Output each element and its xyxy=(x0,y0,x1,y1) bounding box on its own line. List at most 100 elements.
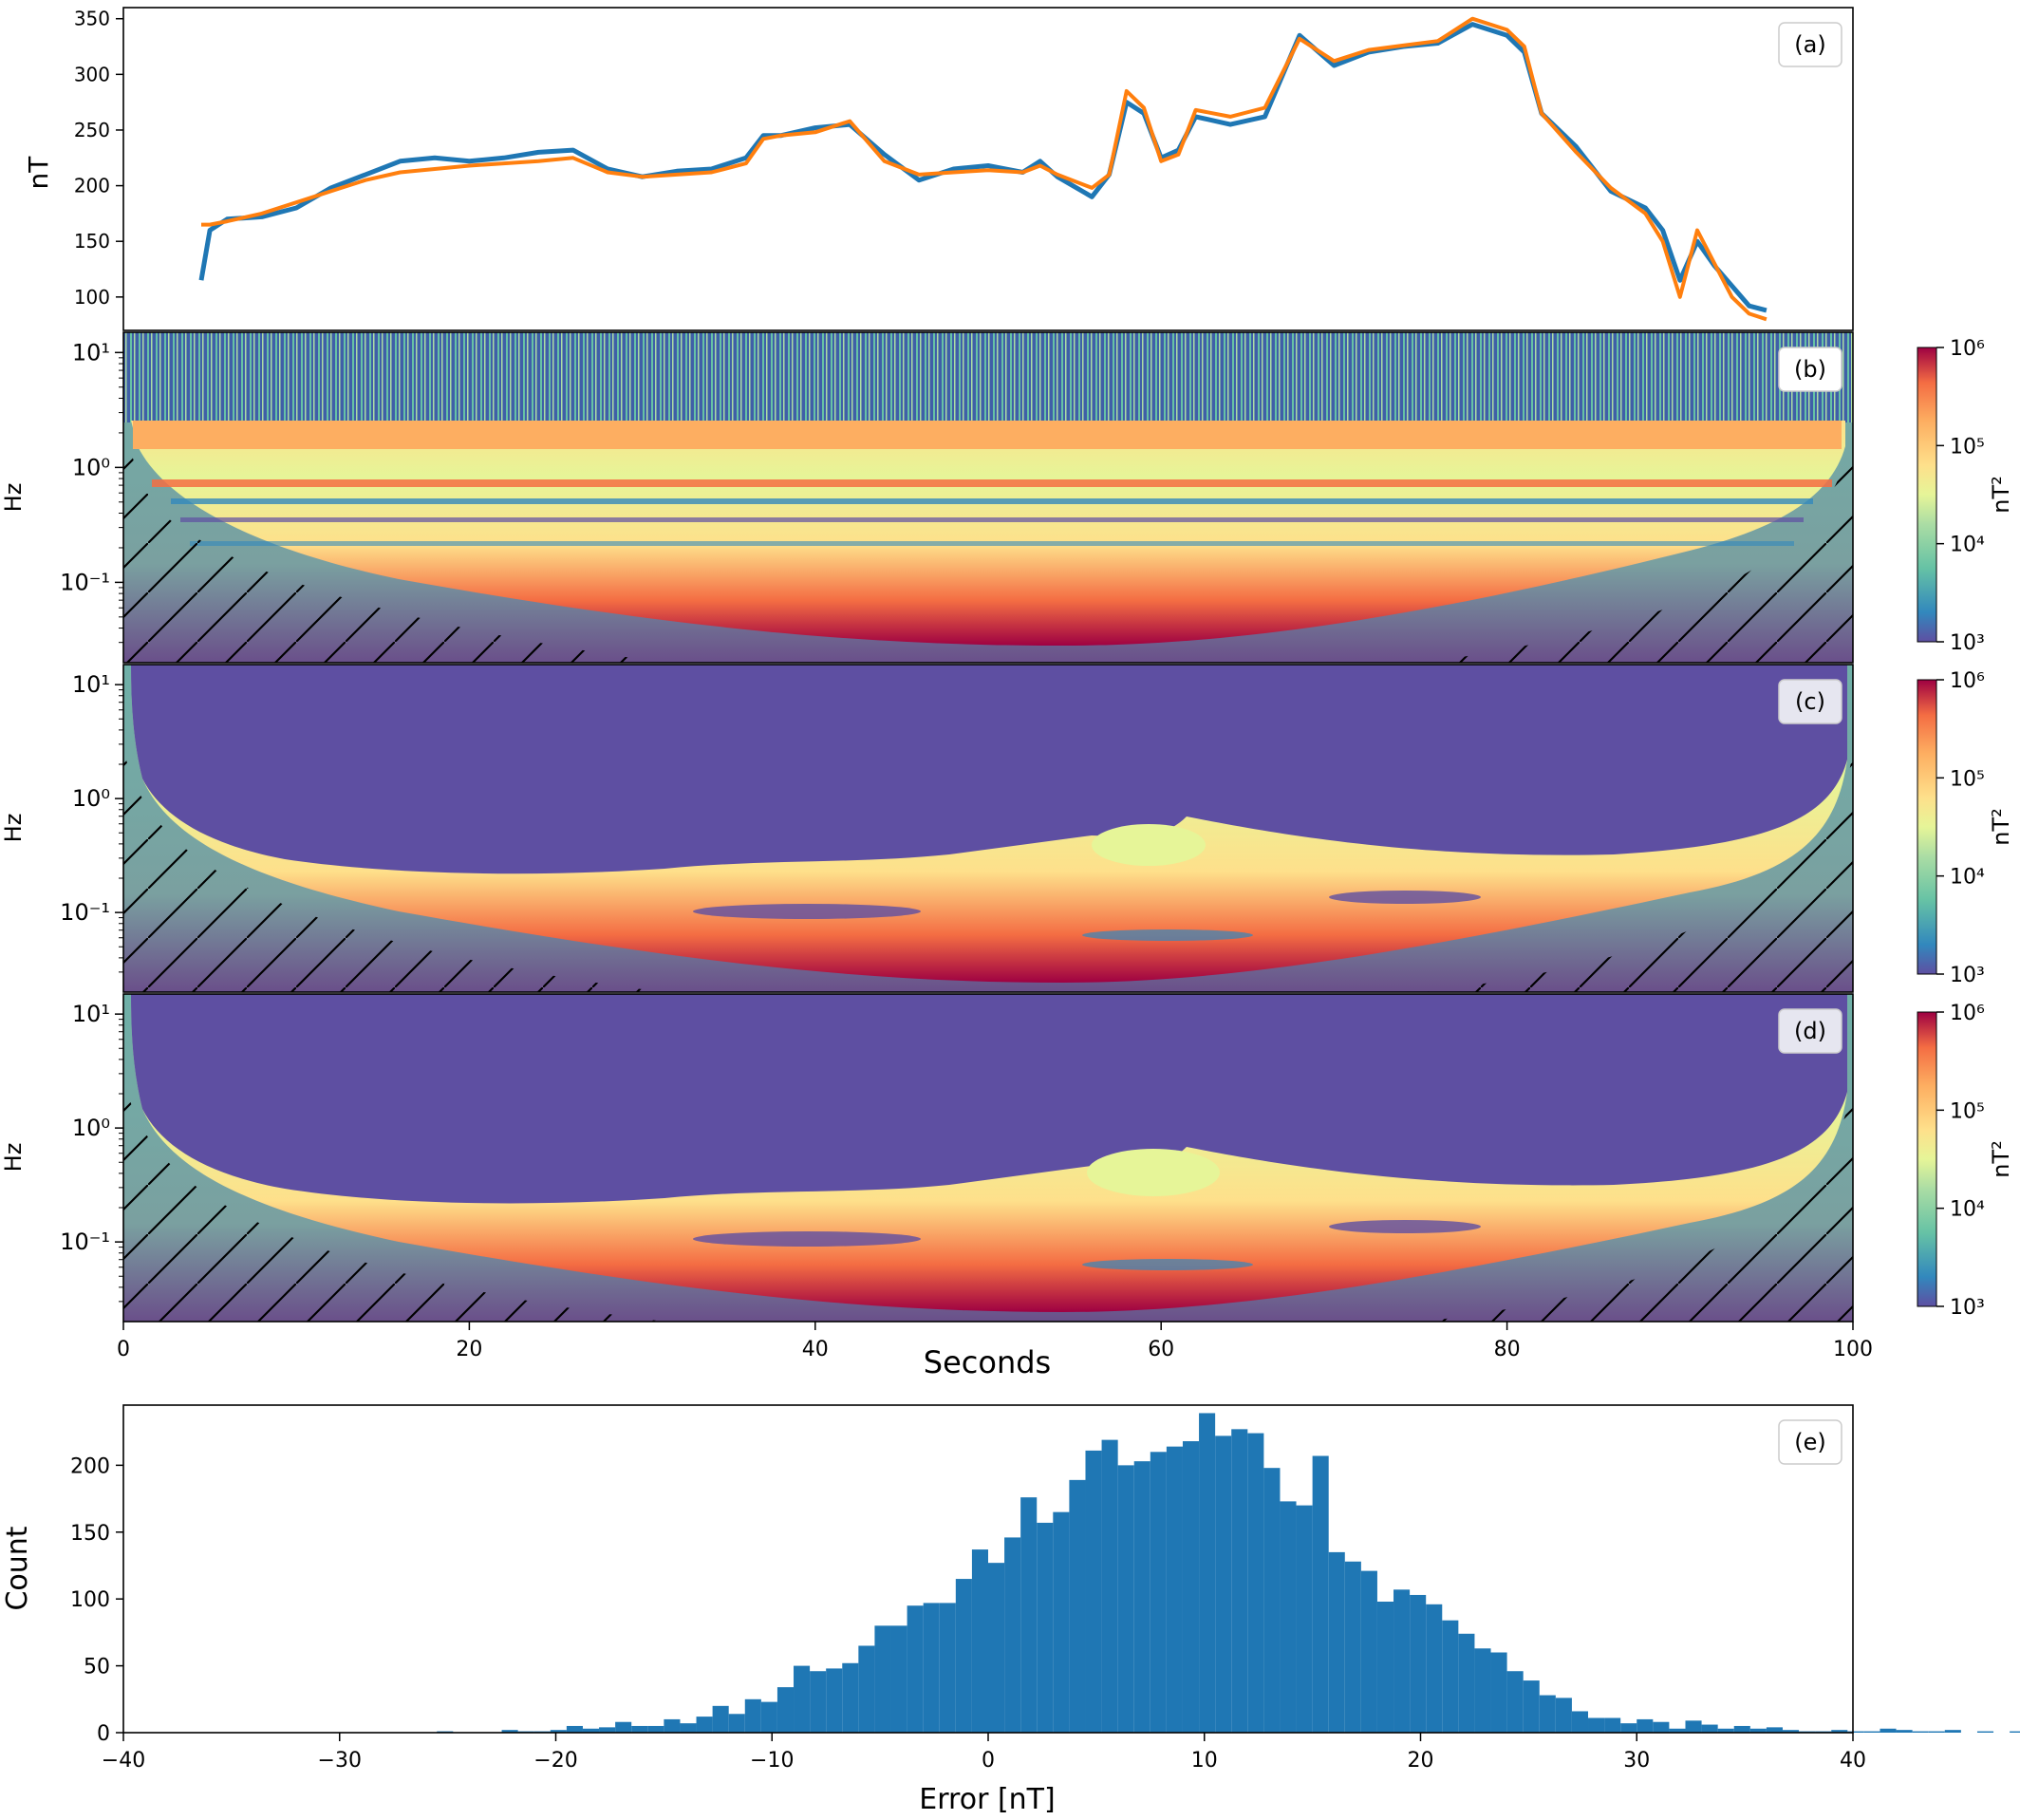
histogram-bar xyxy=(1976,1731,1994,1733)
series-line-1 xyxy=(198,22,1768,313)
x-tick-label: 80 xyxy=(1494,1338,1521,1361)
y-ticks-b: 10⁻¹ 10⁰ 10¹ xyxy=(60,339,123,644)
y-tick-label: 350 xyxy=(74,8,110,30)
panel-label-box-c xyxy=(1778,679,1842,724)
panel-label-a: (a) xyxy=(1794,31,1825,58)
x-tick-label: 0 xyxy=(117,1338,130,1361)
histogram-bar xyxy=(1766,1727,1783,1733)
colorbar-d xyxy=(1917,1011,1937,1307)
power-band-b-3 xyxy=(171,498,1813,504)
histogram-bar xyxy=(955,1579,972,1733)
panel-c: 10⁻¹ 10⁰ 10¹ Hz (c) 10³ 10⁴ 10⁵ 10⁶ nT² xyxy=(0,664,2014,993)
panel-label-box-a xyxy=(1778,22,1842,67)
histogram-bar xyxy=(794,1665,811,1733)
panel-label-d: (d) xyxy=(1794,1018,1826,1044)
histogram-bar xyxy=(1085,1450,1102,1733)
shared-xlabel: Seconds xyxy=(924,1344,1051,1380)
panel-d: 10⁻¹ 10⁰ 10¹ 0 20 40 60 80 100 Hz Seconds (d) 1… xyxy=(0,993,2014,1380)
y-tick-label: 10⁻¹ xyxy=(60,569,110,595)
y-tick-label: 250 xyxy=(74,119,110,141)
y-tick-label: 200 xyxy=(74,175,110,197)
x-tick-label: 40 xyxy=(1840,1749,1866,1773)
histogram-bar xyxy=(1928,1731,1945,1733)
y-tick-label: 100 xyxy=(70,1588,110,1612)
histogram-bar xyxy=(874,1625,891,1733)
histogram-bar xyxy=(1328,1551,1345,1733)
ylabel-d: Hz xyxy=(0,1143,27,1173)
histogram-bar xyxy=(1490,1652,1507,1733)
y-tick-label: 300 xyxy=(74,63,110,85)
colorbar-b xyxy=(1917,347,1937,643)
panel-label-b: (b) xyxy=(1794,356,1826,383)
histogram-bar xyxy=(1588,1717,1605,1733)
histogram-bar xyxy=(1604,1717,1621,1733)
histogram-bar xyxy=(712,1705,729,1733)
histogram-bar xyxy=(1263,1468,1281,1733)
histogram-bar xyxy=(615,1721,632,1733)
panel-b: 10⁻¹ 10⁰ 10¹ Hz (b) 10³ 10⁴ 10⁵ 10⁶ nT² xyxy=(0,331,2014,664)
colorbar-tick-label: 10⁵ xyxy=(1950,1099,1985,1123)
x-tick-label: −10 xyxy=(750,1749,794,1773)
cone-of-influence-left-d xyxy=(123,1079,664,1322)
x-tick-label: 20 xyxy=(456,1338,482,1361)
cone-of-influence-left-b xyxy=(123,418,664,663)
histogram-bar xyxy=(1376,1602,1394,1733)
colorbar-label-b: nT² xyxy=(1988,476,2014,514)
histogram-bar xyxy=(680,1723,697,1733)
histogram-bar xyxy=(1215,1435,1232,1733)
histogram-bar xyxy=(1701,1724,1718,1733)
histogram-bar xyxy=(1182,1441,1200,1733)
histogram-bar xyxy=(1312,1455,1329,1733)
histogram-bar xyxy=(1117,1465,1134,1733)
panel-a: 100 150 200 250 300 350 nT (a) xyxy=(23,7,1854,331)
y-tick-label: 200 xyxy=(70,1454,110,1478)
histogram-bar xyxy=(664,1718,681,1733)
histogram-bar xyxy=(1101,1439,1118,1733)
histogram-bar xyxy=(1912,1731,1929,1733)
axes-frame-b xyxy=(122,331,1854,664)
panel-label-box-b xyxy=(1778,347,1842,392)
histogram-bar xyxy=(1637,1718,1654,1733)
xlabel-e: Error [nT] xyxy=(919,1783,1055,1816)
histogram-bar xyxy=(1880,1728,1897,1733)
y-tick-label: 150 xyxy=(70,1522,110,1546)
histogram-bar xyxy=(1393,1589,1411,1733)
line-series-group xyxy=(198,16,1768,322)
y-tick-label: 10⁰ xyxy=(72,785,110,812)
histogram-bar xyxy=(826,1668,843,1733)
panel-label-box-d xyxy=(1778,1008,1842,1054)
colorbar-label-d: nT² xyxy=(1988,1140,2014,1178)
histogram-bar xyxy=(1539,1695,1556,1733)
y-tick-label: 0 xyxy=(97,1722,110,1746)
colorbar-tick-label: 10⁵ xyxy=(1950,435,1985,459)
colorbar-tick-label: 10⁶ xyxy=(1950,337,1985,361)
histogram-bar xyxy=(1133,1461,1150,1733)
panel-label-c: (c) xyxy=(1795,688,1825,715)
histogram-bar xyxy=(1555,1698,1572,1733)
histogram-bar xyxy=(1004,1537,1021,1733)
spectrogram-b xyxy=(123,332,1853,663)
panel-label-e: (e) xyxy=(1794,1429,1826,1455)
y-tick-label: 50 xyxy=(84,1656,110,1679)
histogram-bar xyxy=(1523,1680,1540,1733)
power-band-b-4 xyxy=(180,517,1804,522)
x-tick-label: 100 xyxy=(1833,1338,1873,1361)
axes-frame-a xyxy=(122,7,1854,331)
histogram-bar xyxy=(1863,1731,1880,1733)
histogram-bar xyxy=(744,1698,761,1733)
cone-of-influence-right-d xyxy=(1424,1079,1853,1322)
histogram-bar xyxy=(760,1701,777,1733)
y-ticks-e: 0 50 100 150 200 xyxy=(70,1454,123,1746)
y-tick-label: 10⁰ xyxy=(72,1115,110,1141)
x-ticks-e: −40 −30 −20 −10 0 10 20 30 40 xyxy=(102,1733,1866,1773)
colorbar-tick-label: 10⁶ xyxy=(1950,669,1985,693)
y-tick-label: 10⁰ xyxy=(72,454,110,480)
ylabel-e: Count xyxy=(1,1526,34,1610)
histogram-bar xyxy=(1458,1633,1475,1733)
colorbar-tick-label: 10⁴ xyxy=(1950,1198,1985,1222)
histogram-bar xyxy=(1749,1728,1767,1733)
histogram-bar xyxy=(1344,1561,1361,1733)
low-power-region-d xyxy=(131,994,1847,1204)
cone-of-influence-right-c xyxy=(1424,750,1853,992)
